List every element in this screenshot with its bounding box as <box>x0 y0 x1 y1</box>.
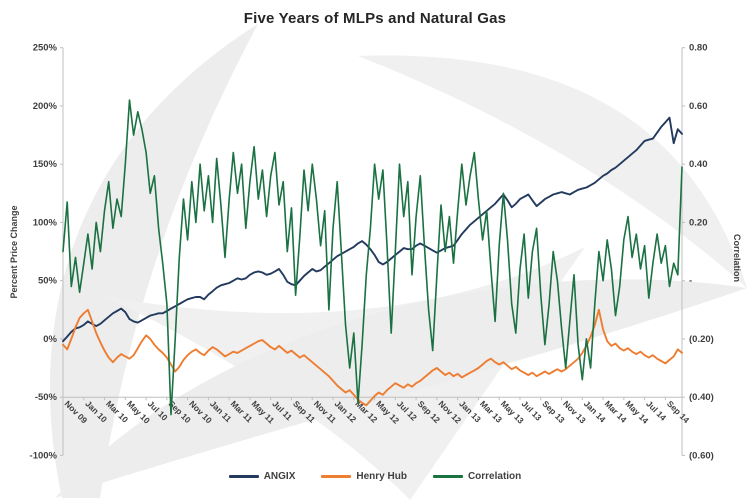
henry-hub-legend-swatch <box>321 475 352 478</box>
x-axis-tick-label: Mar 14 <box>603 399 629 425</box>
legend-item-correlation: Correlation <box>432 471 522 482</box>
henry-hub-series-line <box>62 308 683 407</box>
right-axis-tick-label: 0.20 <box>689 217 708 228</box>
left-axis-tick-label: 150% <box>33 159 58 170</box>
watermark-leaf-background <box>49 24 747 500</box>
right-axis-tick-label: 0.80 <box>689 43 708 54</box>
henry-hub-legend-label: Henry Hub <box>356 471 407 482</box>
correlation-legend-swatch <box>432 475 463 478</box>
correlation-legend-label: Correlation <box>467 471 522 482</box>
left-axis-tick-label: 100% <box>33 217 58 228</box>
left-axis-tick-label: 200% <box>33 101 58 112</box>
left-axis-title: Percent Price Change <box>9 205 19 299</box>
right-axis-title: Correlation <box>732 233 742 283</box>
x-axis-tick-label: Jan 14 <box>582 399 608 425</box>
correlation-series-line <box>62 99 683 416</box>
angix-series-line <box>62 116 683 343</box>
left-axis-tick-label: -100% <box>30 450 58 461</box>
right-axis-tick-label: - <box>689 276 692 287</box>
angix-legend-swatch <box>228 475 259 478</box>
chart-legend: ANGIX Henry Hub Correlation <box>0 471 750 482</box>
x-axis-tick-label: Sep 14 <box>665 399 692 426</box>
x-axis-tick-label: Mar 13 <box>478 399 504 425</box>
left-axis-tick-label: 50% <box>38 276 58 287</box>
right-axis-tick-label: 0.40 <box>689 159 708 170</box>
legend-item-angix: ANGIX <box>228 471 296 482</box>
angix-legend-label: ANGIX <box>263 471 296 482</box>
legend-item-henry-hub: Henry Hub <box>321 471 407 482</box>
right-axis-tick-label: 0.60 <box>689 101 708 112</box>
left-axis-tick-label: 0% <box>43 334 57 345</box>
right-axis-tick-label: (0.60) <box>689 450 714 461</box>
left-axis-tick-label: -50% <box>35 392 58 403</box>
chart-title: Five Years of MLPs and Natural Gas <box>243 10 507 27</box>
left-axis-tick-label: 250% <box>33 43 58 54</box>
right-axis-tick-label: (0.40) <box>689 392 714 403</box>
right-axis-tick-label: (0.20) <box>689 334 714 345</box>
